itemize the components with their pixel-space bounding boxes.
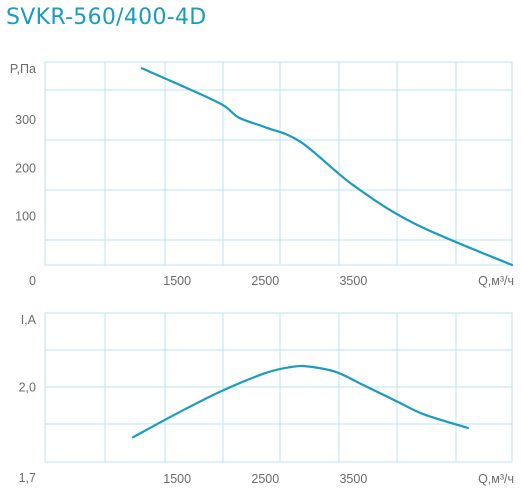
y-tick-label: 0: [29, 274, 36, 288]
y-tick-label: 1,7: [19, 471, 36, 485]
chart-title: SVKR-560/400-4D: [6, 5, 207, 30]
plot-frame: [44, 61, 513, 266]
y-tick-label: 100: [15, 210, 36, 224]
x-tick-label: 1500: [163, 274, 191, 288]
x-tick-label: 1500: [163, 472, 191, 486]
y-tick-label: 200: [15, 161, 36, 175]
y-tick-label: 2,0: [19, 381, 36, 395]
x-tick-label: 3500: [339, 274, 367, 288]
x-tick-label: 2500: [251, 274, 279, 288]
y-tick-label: 300: [15, 113, 36, 127]
x-tick-label: 2500: [251, 472, 279, 486]
x-axis-label: Q,м³/ч: [478, 472, 514, 486]
y-axis-label: P,Па: [10, 62, 36, 76]
y-axis-label: I,A: [21, 313, 37, 327]
series-line: [132, 364, 469, 439]
x-tick-label: 3500: [339, 472, 367, 486]
series-line: [140, 67, 514, 267]
x-axis-label: Q,м³/ч: [478, 274, 514, 288]
